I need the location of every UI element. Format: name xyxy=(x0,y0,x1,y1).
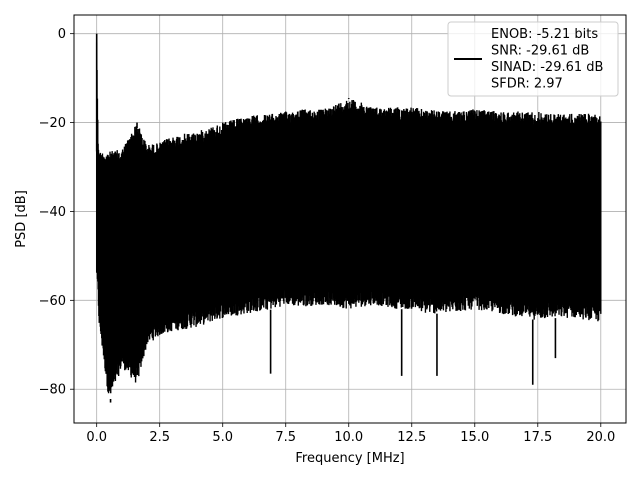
x-tick-label: 5.0 xyxy=(212,430,233,445)
x-tick-label: 0.0 xyxy=(86,430,107,445)
data-layer xyxy=(95,33,602,403)
y-tick-label: −80 xyxy=(39,383,66,398)
legend-entry-enob: ENOB: -5.21 bits xyxy=(491,27,598,42)
psd-trace xyxy=(95,42,602,394)
x-tick-label: 12.5 xyxy=(397,430,426,445)
y-tick-label: −60 xyxy=(39,294,66,309)
x-axis-label: Frequency [MHz] xyxy=(295,451,404,466)
x-tick-label: 20.0 xyxy=(586,430,615,445)
legend: ENOB: -5.21 bits SNR: -29.61 dB SINAD: -… xyxy=(447,21,619,97)
y-tick-label: −20 xyxy=(39,116,66,131)
y-tick-label: 0 xyxy=(58,27,66,42)
x-tick-label: 15.0 xyxy=(460,430,489,445)
legend-entry-snr: SNR: -29.61 dB xyxy=(491,44,589,59)
x-tick-label: 10.0 xyxy=(334,430,363,445)
x-tick-label: 2.5 xyxy=(149,430,170,445)
plot-frame xyxy=(73,14,627,424)
y-tick-label: −40 xyxy=(39,205,66,220)
legend-entry-sfdr: SFDR: 2.97 xyxy=(491,77,563,92)
tick-layer: 0.0 2.5 5.0 7.5 10.0 12.5 15.0 17.5 20.0 0 −20 −40 −… xyxy=(39,27,616,445)
legend-box xyxy=(447,21,619,97)
x-tick-label: 7.5 xyxy=(275,430,296,445)
legend-entry-sinad: SINAD: -29.61 dB xyxy=(491,60,603,75)
x-tick-label: 17.5 xyxy=(523,430,552,445)
y-axis-label: PSD [dB] xyxy=(14,190,29,248)
